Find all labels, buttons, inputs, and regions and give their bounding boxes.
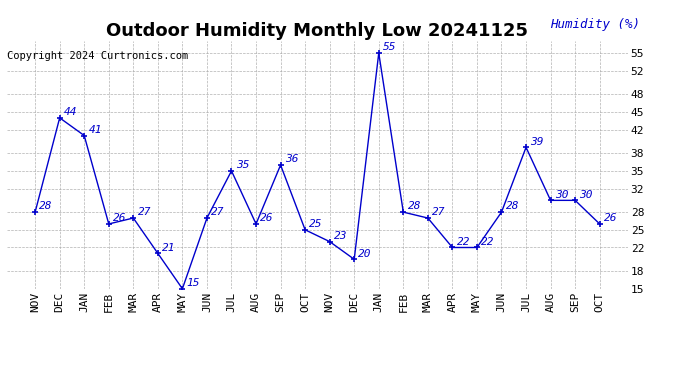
- Text: 26: 26: [113, 213, 126, 223]
- Text: 26: 26: [604, 213, 618, 223]
- Text: 23: 23: [334, 231, 347, 241]
- Text: 30: 30: [555, 190, 569, 200]
- Text: 26: 26: [260, 213, 274, 223]
- Text: 27: 27: [137, 207, 151, 217]
- Text: 25: 25: [309, 219, 323, 229]
- Text: 36: 36: [285, 154, 298, 164]
- Text: 28: 28: [408, 201, 421, 211]
- Text: 27: 27: [432, 207, 446, 217]
- Text: 28: 28: [506, 201, 519, 211]
- Title: Outdoor Humidity Monthly Low 20241125: Outdoor Humidity Monthly Low 20241125: [106, 22, 529, 40]
- Text: 41: 41: [88, 125, 102, 135]
- Text: 27: 27: [211, 207, 225, 217]
- Text: 21: 21: [162, 243, 175, 253]
- Text: 15: 15: [186, 278, 200, 288]
- Text: Copyright 2024 Curtronics.com: Copyright 2024 Curtronics.com: [7, 51, 188, 61]
- Text: 20: 20: [358, 249, 372, 258]
- Text: Humidity (%): Humidity (%): [551, 18, 640, 32]
- Text: 55: 55: [383, 42, 397, 52]
- Text: 22: 22: [457, 237, 470, 247]
- Text: 22: 22: [481, 237, 495, 247]
- Text: 44: 44: [64, 107, 77, 117]
- Text: 39: 39: [530, 136, 544, 147]
- Text: 28: 28: [39, 201, 53, 211]
- Text: 30: 30: [580, 190, 593, 200]
- Text: 35: 35: [236, 160, 249, 170]
